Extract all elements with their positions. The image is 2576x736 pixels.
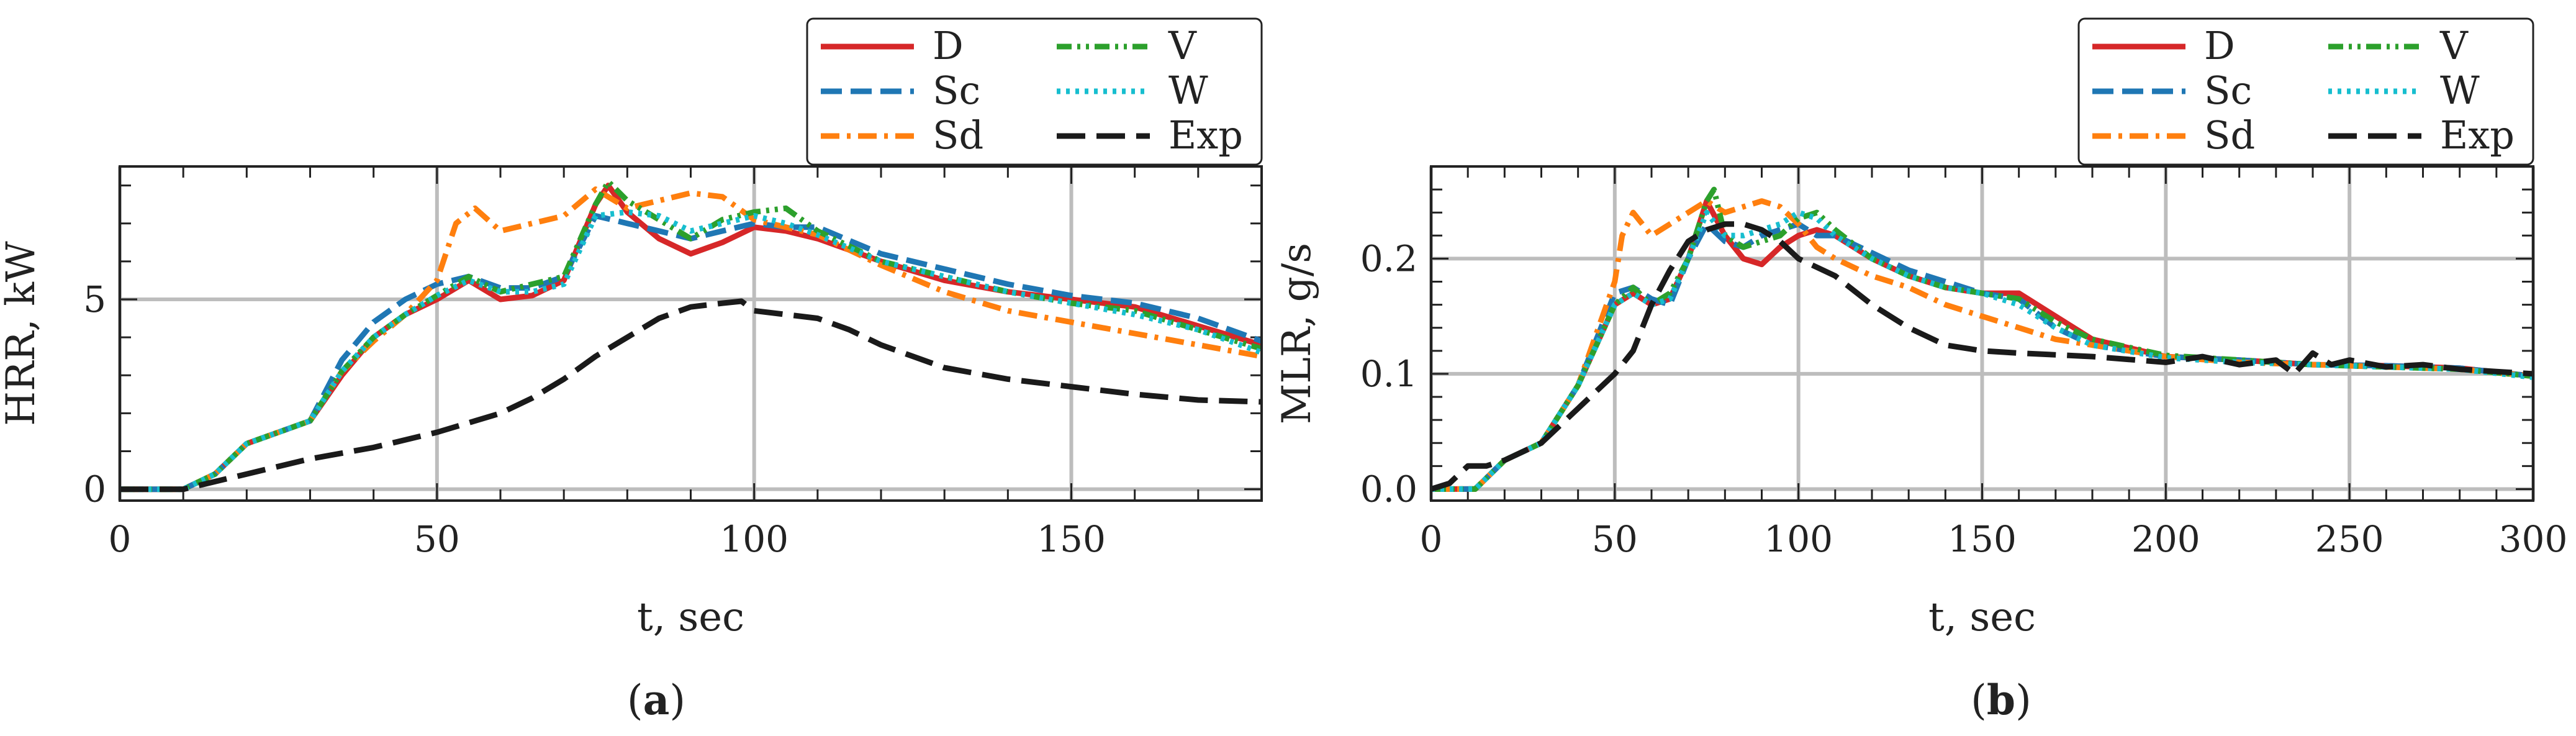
legend-label-exp: Exp <box>2440 112 2515 158</box>
legend-label-sd: Sd <box>2204 112 2255 158</box>
x-tick-label-100: 100 <box>720 518 789 560</box>
series-line-w <box>120 209 1262 493</box>
series-line-sd <box>120 186 1262 493</box>
y-tick-label-0.2: 0.2 <box>1360 237 1417 279</box>
series-group <box>1431 186 2533 492</box>
x-tick-label-50: 50 <box>414 518 460 560</box>
legend-box <box>2077 17 2534 166</box>
series-line-v <box>1431 186 2533 492</box>
x-tick-label-150: 150 <box>1948 518 2017 560</box>
legend-label-v: V <box>2439 23 2469 68</box>
y-axis-label: HRR, kW <box>0 241 44 426</box>
legend-label-d: D <box>933 23 964 68</box>
legend-label-w: W <box>1168 68 1208 113</box>
legend-label-sc: Sc <box>2204 68 2252 113</box>
y-tick-label-5: 5 <box>83 278 106 320</box>
series-line-sc <box>120 213 1262 493</box>
legend-label-d: D <box>2204 23 2235 68</box>
y-axis-label: MLR, g/s <box>1274 243 1320 424</box>
series-line-exp <box>120 298 1262 493</box>
chart-panel-b: 0 50 100 150 200 250 300 0.0 0.1 0.2 t, sec MLR, g/… <box>1274 17 2568 640</box>
legend-label-v: V <box>1168 23 1197 68</box>
series-line-exp <box>1431 221 2533 492</box>
legend-label-exp: Exp <box>1168 112 1243 158</box>
plot-frame <box>1430 165 2534 502</box>
x-axis-label: t, sec <box>637 594 744 640</box>
y-tick-label-0.1: 0.1 <box>1360 353 1417 395</box>
y-tick-label-0: 0 <box>83 468 106 511</box>
series-line-v <box>120 179 1262 493</box>
y-tick-label-0.0: 0.0 <box>1360 468 1417 510</box>
legend-label-sd: Sd <box>933 112 983 158</box>
series-group <box>120 179 1262 493</box>
panel-label-b: (b) <box>1971 676 2031 724</box>
x-tick-label-0: 0 <box>109 518 132 560</box>
x-tick-label-0: 0 <box>1420 518 1443 560</box>
x-tick-label-50: 50 <box>1592 518 1638 560</box>
legend-box <box>806 17 1263 166</box>
x-tick-label-100: 100 <box>1764 518 1833 560</box>
x-tick-label-150: 150 <box>1037 518 1106 560</box>
x-axis-label: t, sec <box>1928 594 2036 640</box>
x-tick-label-200: 200 <box>2131 518 2200 560</box>
plot-frame <box>119 165 1263 502</box>
x-tick-label-250: 250 <box>2315 518 2384 560</box>
x-tick-label-300: 300 <box>2499 518 2568 560</box>
panel-label-a: (a) <box>627 676 685 724</box>
legend-label-w: W <box>2440 68 2480 113</box>
legend-label-sc: Sc <box>933 68 980 113</box>
series-line-w <box>1431 209 2533 492</box>
